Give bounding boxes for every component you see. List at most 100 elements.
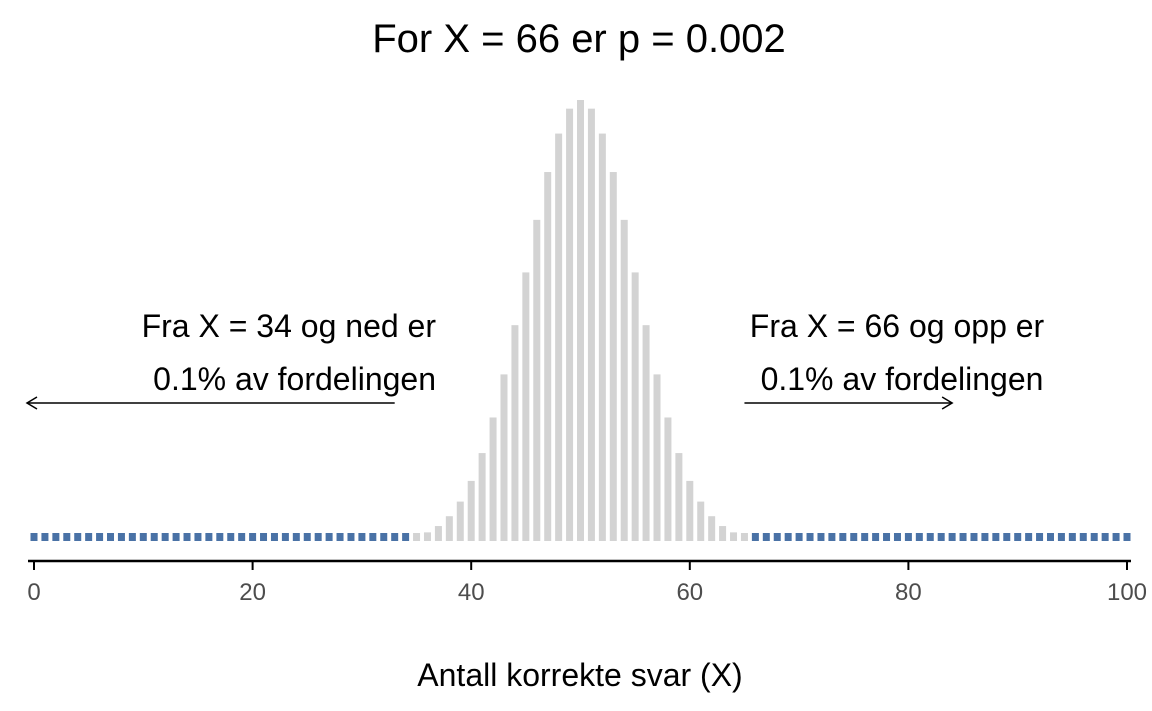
bar-x-27 <box>325 533 333 541</box>
annotation-left-line1: Fra X = 34 og ned er <box>142 308 437 344</box>
bar-x-44 <box>511 325 519 541</box>
bar-x-69 <box>784 533 792 541</box>
bar-x-84 <box>948 533 956 541</box>
bar-x-20 <box>249 533 257 541</box>
bar-x-55 <box>631 272 639 541</box>
bar-x-63 <box>719 526 727 541</box>
bar-x-35 <box>413 533 421 541</box>
bar-x-47 <box>544 172 552 541</box>
bar-x-65 <box>740 533 748 541</box>
bar-x-29 <box>347 533 355 541</box>
bar-x-9 <box>128 533 136 541</box>
bar-x-43 <box>500 374 508 541</box>
bar-x-34 <box>402 533 410 541</box>
bar-x-83 <box>937 533 945 541</box>
bar-x-14 <box>183 533 191 541</box>
bar-x-53 <box>609 172 617 541</box>
bar-x-59 <box>675 453 683 541</box>
bar-x-2 <box>52 533 60 541</box>
bar-x-100 <box>1123 533 1131 541</box>
arrow-head-right <box>941 396 954 410</box>
bar-x-49 <box>566 108 574 542</box>
bar-x-56 <box>642 325 650 541</box>
bar-x-82 <box>926 533 934 541</box>
bar-x-0 <box>30 533 38 541</box>
bar-x-66 <box>751 533 759 541</box>
bar-x-42 <box>489 417 497 541</box>
bars-group <box>30 100 1131 542</box>
bar-x-72 <box>817 533 825 541</box>
bar-x-48 <box>555 133 563 541</box>
bar-x-95 <box>1068 533 1076 541</box>
bar-x-76 <box>861 533 869 541</box>
bar-x-31 <box>369 533 377 541</box>
x-tick-label-0: 0 <box>27 579 40 606</box>
bar-x-98 <box>1101 533 1109 541</box>
bar-x-92 <box>1036 533 1044 541</box>
bar-x-38 <box>445 516 453 541</box>
bar-x-21 <box>260 533 268 541</box>
bar-x-86 <box>970 533 978 541</box>
bar-x-37 <box>434 526 442 541</box>
bar-x-17 <box>216 533 224 541</box>
x-tick-label-60: 60 <box>676 579 703 606</box>
bar-x-25 <box>303 533 311 541</box>
bar-x-62 <box>708 516 716 541</box>
annotation-right-line1: Fra X = 66 og opp er <box>750 308 1045 344</box>
bar-x-77 <box>872 533 880 541</box>
bar-x-11 <box>150 533 158 541</box>
bar-x-13 <box>172 533 180 541</box>
bar-x-23 <box>281 533 289 541</box>
x-tick-label-80: 80 <box>895 579 922 606</box>
bar-x-71 <box>806 533 814 541</box>
bar-x-94 <box>1057 533 1065 541</box>
chart-title: For X = 66 er p = 0.002 <box>372 17 786 61</box>
bar-x-61 <box>697 501 705 541</box>
bar-x-52 <box>598 133 606 541</box>
annotation-right-line2: 0.1% av fordelingen <box>761 361 1044 397</box>
bar-x-81 <box>915 533 923 541</box>
arrows-group <box>25 396 954 410</box>
bar-x-70 <box>795 533 803 541</box>
bar-x-3 <box>63 533 71 541</box>
bar-x-5 <box>85 533 93 541</box>
bar-x-7 <box>107 533 115 541</box>
x-tick-label-40: 40 <box>458 579 485 606</box>
bar-x-74 <box>839 533 847 541</box>
bar-x-78 <box>883 533 891 541</box>
bar-x-85 <box>959 533 967 541</box>
x-axis-ticks: 0 20 40 60 80 100 <box>27 561 1147 606</box>
bar-x-30 <box>358 533 366 541</box>
bar-x-57 <box>653 374 661 541</box>
x-tick-label-20: 20 <box>239 579 266 606</box>
bar-x-15 <box>194 533 202 541</box>
bar-x-45 <box>522 272 530 541</box>
bar-x-90 <box>1014 533 1022 541</box>
bar-x-80 <box>904 533 912 541</box>
bar-x-79 <box>893 533 901 541</box>
bar-x-96 <box>1079 533 1087 541</box>
bar-x-93 <box>1046 533 1054 541</box>
bar-x-39 <box>456 501 464 541</box>
arrow-head-left <box>25 396 38 410</box>
bar-x-73 <box>828 533 836 541</box>
bar-x-68 <box>773 533 781 541</box>
bar-x-16 <box>205 533 213 541</box>
x-tick-label-100: 100 <box>1107 579 1147 606</box>
bar-x-67 <box>762 533 770 541</box>
bar-x-36 <box>423 532 431 541</box>
bar-x-40 <box>467 480 475 541</box>
bar-x-75 <box>850 533 858 541</box>
x-axis-label: Antall korrekte svar (X) <box>417 657 742 693</box>
bar-x-10 <box>139 533 147 541</box>
bar-x-26 <box>314 533 322 541</box>
bar-x-6 <box>96 533 104 541</box>
bar-x-41 <box>478 453 486 541</box>
bar-x-97 <box>1090 533 1098 541</box>
bar-x-12 <box>161 533 169 541</box>
bar-x-8 <box>117 533 125 541</box>
bar-x-28 <box>336 533 344 541</box>
bar-x-91 <box>1025 533 1033 541</box>
bar-x-46 <box>533 219 541 542</box>
